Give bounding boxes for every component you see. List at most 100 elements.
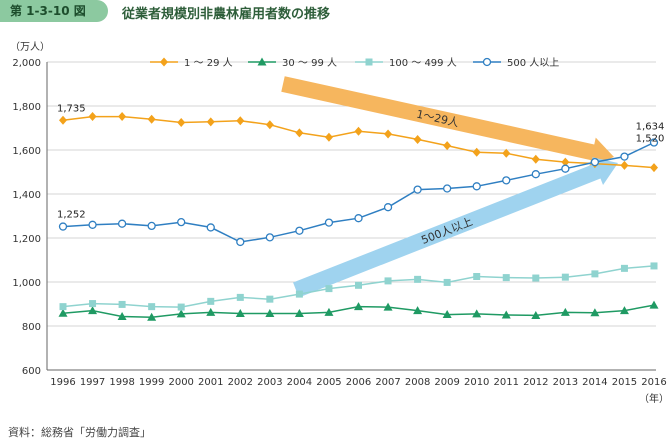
data-point xyxy=(591,270,599,278)
x-tick-label: 2007 xyxy=(375,377,400,388)
data-point xyxy=(206,307,216,316)
data-point xyxy=(325,285,333,293)
source-note: 資料：総務省「労働力調査」 xyxy=(8,426,151,439)
x-tick-label: 2000 xyxy=(168,377,193,388)
data-point xyxy=(177,303,185,311)
x-tick-label: 2004 xyxy=(287,377,312,388)
data-point xyxy=(472,309,482,318)
data-point xyxy=(354,126,363,136)
data-point xyxy=(619,306,629,315)
data-point xyxy=(266,295,274,303)
x-tick-label: 2013 xyxy=(553,377,578,388)
data-point xyxy=(354,214,363,223)
data-point xyxy=(532,274,540,282)
data-point xyxy=(473,273,481,280)
y-tick-label: 1,800 xyxy=(12,102,41,113)
y-tick-label: 2,000 xyxy=(12,58,41,69)
data-point xyxy=(384,277,392,285)
legend-label: 500 人以上 xyxy=(507,57,559,69)
legend-label: 30 ～ 99 人 xyxy=(282,57,337,69)
data-point xyxy=(442,184,452,193)
data-point xyxy=(355,281,362,289)
legend-item: 30 ～ 99 人 xyxy=(248,57,337,69)
data-point xyxy=(482,57,492,67)
data-point xyxy=(324,132,333,142)
data-point xyxy=(295,226,304,235)
series-3 xyxy=(59,262,658,311)
data-point xyxy=(176,309,186,318)
data-point xyxy=(561,164,570,173)
x-tick-label: 1996 xyxy=(50,377,75,388)
data-point xyxy=(88,306,98,315)
x-tick-label: 2009 xyxy=(434,377,459,388)
data-point xyxy=(531,310,541,319)
data-point xyxy=(560,307,570,316)
data-point xyxy=(206,117,215,127)
y-tick-label: 600 xyxy=(22,366,41,377)
data-point xyxy=(620,152,629,161)
x-tick-label: 2008 xyxy=(405,377,430,388)
data-point xyxy=(384,129,393,139)
data-point xyxy=(413,134,422,144)
data-point xyxy=(590,157,600,167)
data-point xyxy=(118,112,127,122)
data-point xyxy=(383,203,393,212)
x-tick-label: 2001 xyxy=(198,377,223,388)
data-point xyxy=(365,58,373,66)
data-point xyxy=(207,297,215,305)
legend-label: 1 ～ 29 人 xyxy=(184,57,233,69)
x-axis-unit-label: （年） xyxy=(639,392,669,405)
data-point xyxy=(501,310,511,319)
data-point xyxy=(265,308,275,317)
figure-number-badge: 第 1-3-10 図 xyxy=(0,0,108,22)
series-4 xyxy=(58,138,659,247)
data-point xyxy=(59,115,67,125)
data-point xyxy=(561,273,569,281)
data-point xyxy=(147,114,156,124)
data-point xyxy=(649,300,659,309)
data-point xyxy=(236,237,245,247)
data-label: 1,520 xyxy=(636,134,665,145)
data-point xyxy=(118,300,126,308)
legend-item: 100 ～ 499 人 xyxy=(355,57,457,69)
data-point xyxy=(117,312,127,321)
data-point xyxy=(443,141,452,151)
data-point xyxy=(414,275,422,283)
data-point xyxy=(236,116,245,126)
data-point xyxy=(177,218,186,227)
y-tick-label: 800 xyxy=(22,322,41,333)
data-label: 1,735 xyxy=(57,103,86,114)
data-point xyxy=(59,303,67,311)
data-point xyxy=(383,302,393,311)
data-point xyxy=(502,274,510,282)
x-tick-label: 2011 xyxy=(494,377,519,388)
trend-arrow-small xyxy=(281,76,614,167)
x-tick-label: 2014 xyxy=(582,377,607,388)
data-label: 1,634 xyxy=(636,122,665,133)
data-point xyxy=(147,221,156,231)
figure-title: 従業者規模別非農林雇用者数の推移 xyxy=(122,7,331,22)
data-point xyxy=(177,118,186,127)
x-tick-label: 1998 xyxy=(109,377,134,388)
x-tick-label: 1997 xyxy=(80,377,105,388)
y-tick-label: 1,600 xyxy=(12,146,41,157)
y-tick-label: 1,000 xyxy=(12,278,41,289)
trend-arrow-large xyxy=(293,157,618,298)
series-1 xyxy=(59,112,658,173)
data-point xyxy=(472,182,481,191)
data-point xyxy=(413,185,422,194)
data-point xyxy=(413,306,423,315)
data-point xyxy=(531,170,540,179)
data-point xyxy=(58,222,68,231)
data-point xyxy=(160,57,168,67)
legend-item: 500 人以上 xyxy=(473,57,559,69)
data-point xyxy=(88,112,97,122)
data-point xyxy=(561,157,570,167)
x-tick-label: 2016 xyxy=(641,377,666,388)
data-point xyxy=(443,278,451,286)
x-tick-label: 2003 xyxy=(257,377,282,388)
data-point xyxy=(649,138,659,147)
data-label: 1,252 xyxy=(57,210,86,221)
data-point xyxy=(294,308,304,317)
